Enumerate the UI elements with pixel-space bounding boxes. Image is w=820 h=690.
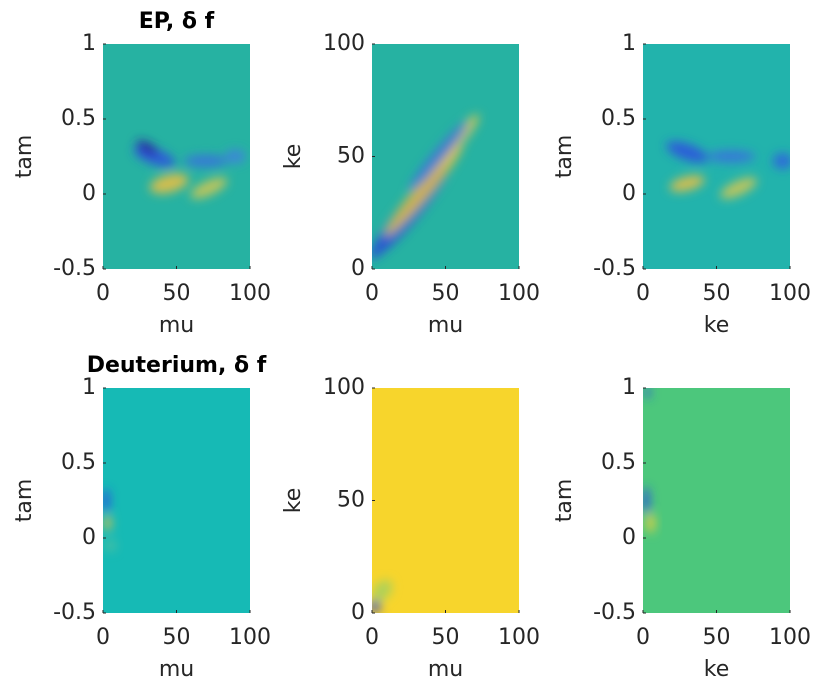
y-tick-label: -0.5 [53, 256, 96, 281]
y-axis-label: tam [12, 479, 37, 523]
y-tick-label: 100 [323, 375, 365, 400]
heatmap-features [372, 579, 393, 613]
heatmap-feature [720, 177, 757, 199]
x-tick-label: 0 [365, 281, 379, 306]
y-tick-label: 0.5 [601, 450, 636, 475]
x-tick-label: 50 [703, 281, 731, 306]
x-tick-label: 0 [636, 281, 650, 306]
heatmap-feature [666, 141, 708, 163]
heatmap-feature [136, 140, 158, 155]
x-tick-label: 50 [703, 625, 731, 650]
x-axis-label: ke [704, 313, 730, 338]
heatmap-feature [643, 486, 650, 515]
heatmap-feature [408, 121, 468, 192]
y-tick-label: 1 [622, 31, 636, 56]
y-axis-label: ke [281, 144, 306, 170]
x-tick-label: 0 [96, 625, 110, 650]
heatmap-feature [225, 149, 246, 164]
heatmap-feature [645, 513, 656, 533]
y-tick-label: 1 [622, 375, 636, 400]
x-tick-label: 100 [229, 281, 271, 306]
x-tick-label: 50 [163, 281, 191, 306]
heatmap-features [643, 388, 656, 533]
panel: 0 50 100 0 50 100 mu ke [281, 375, 540, 682]
y-axis-label: ke [281, 488, 306, 514]
y-axis-label: tam [552, 479, 577, 523]
y-tick-label: 0 [622, 181, 636, 206]
heatmap-feature [149, 173, 189, 194]
y-tick-label: 0.5 [61, 106, 96, 131]
heatmap-features [372, 114, 480, 260]
heatmap-feature [644, 388, 651, 399]
y-tick-label: 100 [323, 31, 365, 56]
y-tick-label: 0 [82, 525, 96, 550]
heatmap-feature [669, 175, 705, 192]
x-tick-label: 100 [498, 625, 540, 650]
heatmap-features [133, 140, 246, 199]
x-tick-label: 0 [636, 625, 650, 650]
heatmap-feature [103, 488, 110, 513]
heatmap-features [666, 141, 790, 199]
y-tick-label: 50 [337, 488, 365, 513]
heatmap-feature [384, 144, 463, 237]
y-tick-label: 0 [351, 600, 365, 625]
y-tick-label: -0.5 [53, 600, 96, 625]
x-tick-label: 100 [769, 281, 811, 306]
y-tick-label: 0.5 [61, 450, 96, 475]
x-axis-label: mu [159, 313, 194, 338]
heatmap-field [643, 388, 790, 613]
heatmap-feature [707, 150, 756, 163]
x-axis-label: mu [428, 313, 463, 338]
heatmap-feature [103, 515, 112, 531]
x-tick-label: 50 [432, 281, 460, 306]
heatmap-feature [772, 153, 790, 169]
y-axis-label: tam [12, 135, 37, 179]
x-axis-label: mu [159, 657, 194, 682]
y-tick-label: 0 [82, 181, 96, 206]
y-tick-label: -0.5 [593, 600, 636, 625]
panel-title: Deuterium, δ f [87, 353, 267, 378]
y-tick-label: 50 [337, 144, 365, 169]
x-tick-label: 50 [432, 625, 460, 650]
heatmap-feature [183, 155, 228, 167]
x-tick-label: 100 [498, 281, 540, 306]
heatmap-field [103, 388, 250, 613]
panel-title: EP, δ f [139, 9, 215, 34]
x-tick-label: 0 [365, 625, 379, 650]
heatmap-feature [372, 579, 393, 602]
y-tick-label: 0 [622, 525, 636, 550]
y-tick-label: 0.5 [601, 106, 636, 131]
x-axis-label: mu [428, 657, 463, 682]
x-tick-label: 100 [769, 625, 811, 650]
x-axis-label: ke [704, 657, 730, 682]
x-tick-label: 0 [96, 281, 110, 306]
heatmap-feature [104, 539, 117, 552]
y-tick-label: 1 [82, 375, 96, 400]
heatmap-features [103, 488, 117, 552]
heatmap-feature [190, 177, 228, 199]
heatmap-feature [372, 600, 381, 613]
y-tick-label: 1 [82, 31, 96, 56]
y-axis-label: tam [552, 135, 577, 179]
x-tick-label: 50 [163, 625, 191, 650]
heatmap-field [372, 388, 519, 613]
y-tick-label: -0.5 [593, 256, 636, 281]
x-tick-label: 100 [229, 625, 271, 650]
panel: 0 50 100 0 50 100 mu ke [281, 31, 540, 338]
y-tick-label: 0 [351, 256, 365, 281]
